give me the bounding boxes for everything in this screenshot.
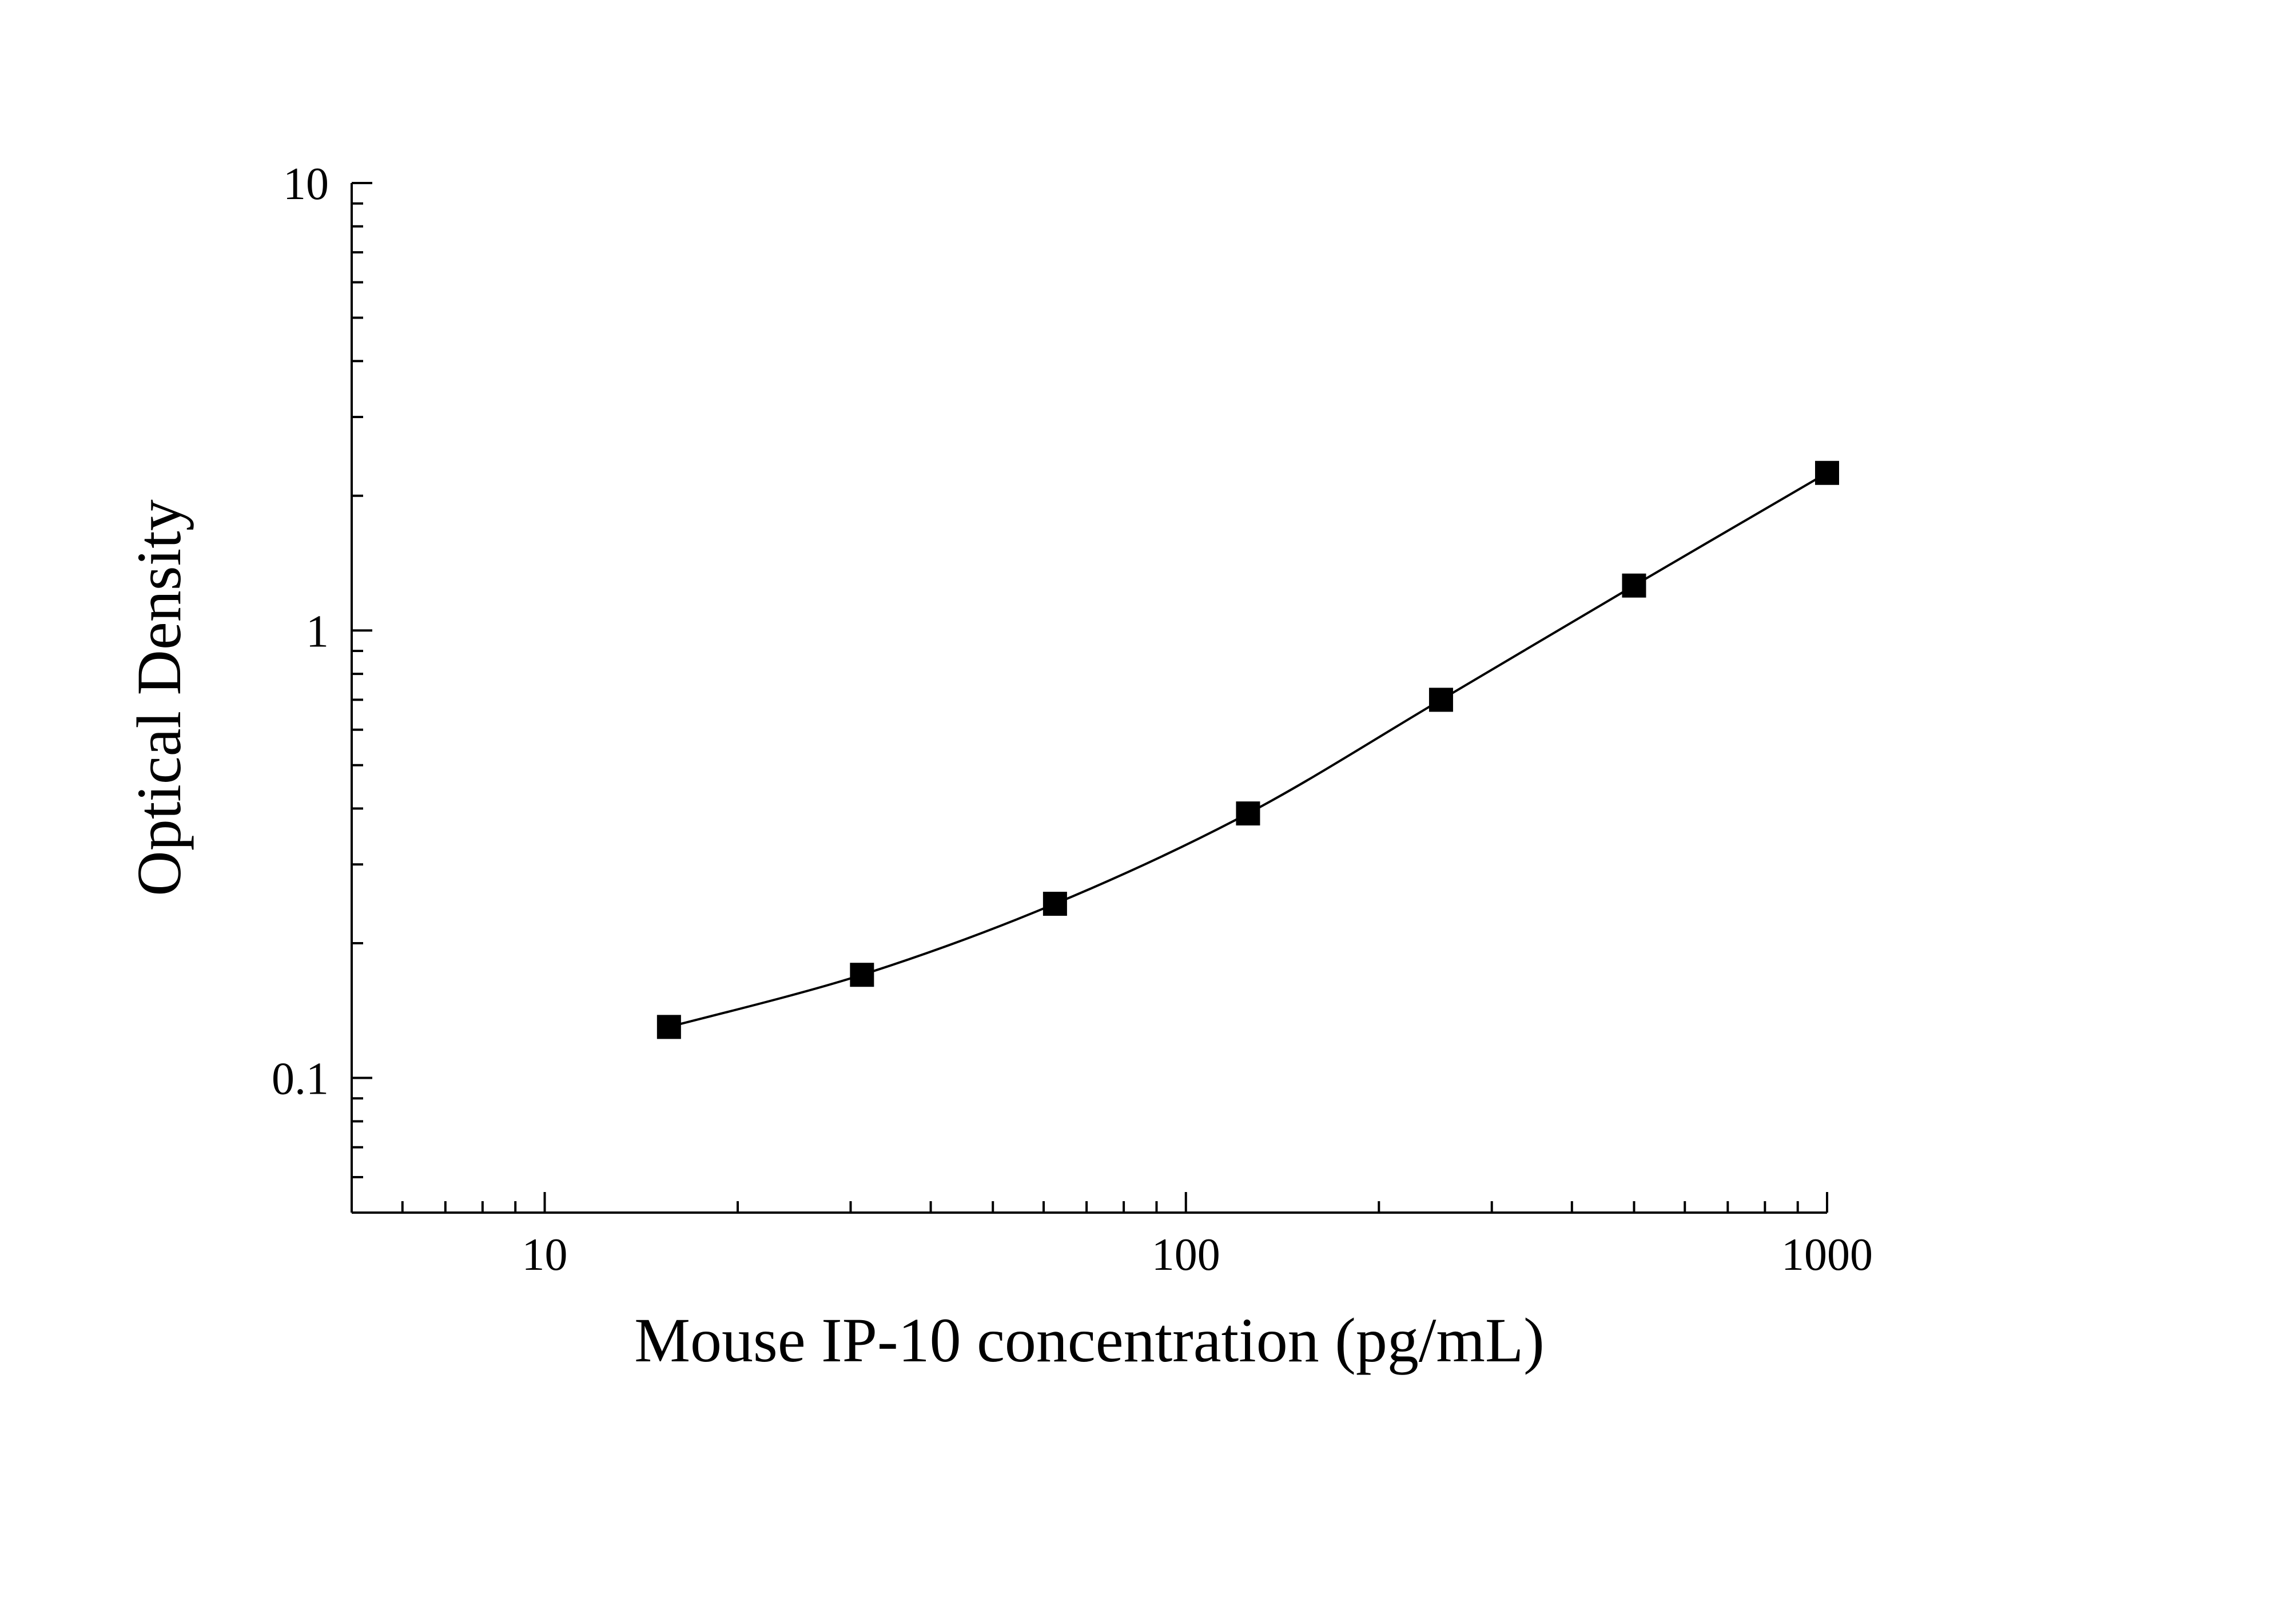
x-tick-label: 1000 [1781,1230,1873,1280]
chart-svg: 10 100 1000 0.1 1 10 Mouse IP-10 concentration… [0,0,2296,1605]
x-tick-label: 10 [522,1230,568,1280]
y-tick-label: 10 [283,159,329,209]
chart-container: 10 100 1000 0.1 1 10 Mouse IP-10 concentration… [0,0,2296,1605]
x-axis-label: Mouse IP-10 concentration (pg/mL) [634,1305,1545,1375]
data-marker [1236,802,1259,825]
data-marker [850,963,873,986]
data-marker [1622,574,1645,597]
series-line [669,473,1827,1027]
data-marker [1430,688,1453,711]
y-tick-label: 1 [306,606,329,657]
data-marker [658,1015,681,1038]
data-marker [1044,892,1067,915]
y-axis-label: Optical Density [124,499,194,896]
data-marker [1816,462,1839,484]
y-tick-label: 0.1 [272,1054,329,1105]
x-tick-label: 100 [1152,1230,1220,1280]
